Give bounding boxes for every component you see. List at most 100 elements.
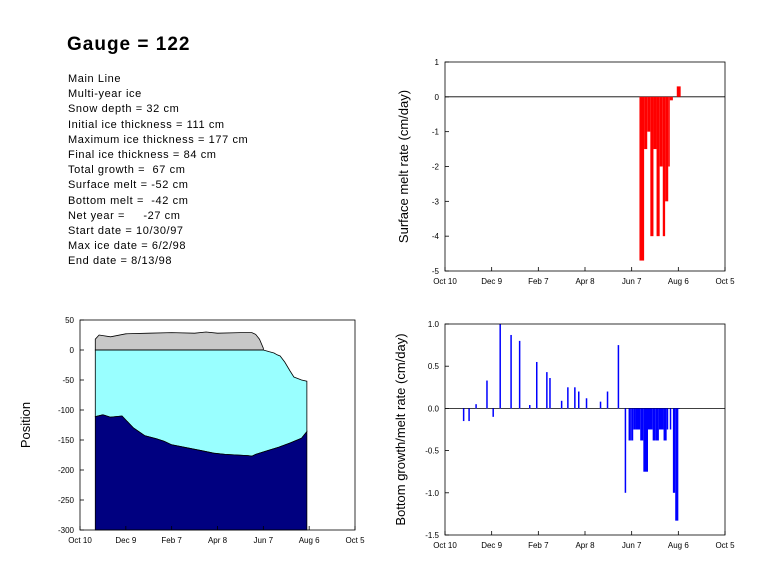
bar bbox=[560, 400, 563, 409]
bar bbox=[675, 408, 679, 521]
info-line: End date = 8/13/98 bbox=[68, 255, 173, 268]
bar bbox=[529, 405, 531, 409]
bar bbox=[663, 408, 667, 441]
y-tick-label: -1.0 bbox=[425, 489, 439, 498]
bar bbox=[630, 408, 632, 441]
bar bbox=[631, 408, 634, 441]
plot-frame bbox=[444, 323, 726, 536]
x-tick-label: Jun 7 bbox=[622, 277, 642, 286]
y-axis-label: Position bbox=[18, 402, 33, 448]
bar bbox=[652, 408, 656, 441]
y-tick-label: -150 bbox=[58, 436, 75, 445]
y-tick-label: -1.5 bbox=[425, 531, 439, 540]
bar bbox=[578, 391, 580, 409]
x-tick-label: Jun 7 bbox=[254, 536, 274, 545]
info-line: Maximum ice thickness = 177 cm bbox=[68, 133, 249, 146]
bar bbox=[665, 96, 669, 202]
bar bbox=[468, 408, 470, 422]
x-tick-label: Aug 6 bbox=[299, 536, 320, 545]
bar bbox=[546, 372, 548, 409]
bar bbox=[599, 401, 602, 409]
x-tick-label: Oct 10 bbox=[433, 541, 457, 550]
bar bbox=[633, 408, 636, 430]
ice-bottom-layer bbox=[94, 414, 308, 531]
bar bbox=[518, 340, 521, 409]
bar bbox=[536, 361, 538, 409]
info-line: Max ice date = 6/2/98 bbox=[68, 240, 187, 253]
x-tick-label: Aug 6 bbox=[668, 277, 689, 286]
x-tick-label: Dec 9 bbox=[481, 541, 502, 550]
y-tick-label: -50 bbox=[62, 376, 74, 385]
bar bbox=[662, 96, 666, 237]
x-tick-label: Dec 9 bbox=[481, 277, 502, 286]
bar bbox=[510, 334, 512, 409]
bar bbox=[574, 387, 576, 409]
x-tick-label: Oct 5 bbox=[715, 277, 735, 286]
y-tick-label: 0 bbox=[70, 346, 75, 355]
bar bbox=[643, 408, 648, 472]
bar bbox=[648, 408, 653, 430]
info-line: Total growth = 67 cm bbox=[68, 164, 186, 177]
bar bbox=[668, 96, 670, 167]
info-line: Snow depth = 32 cm bbox=[68, 103, 180, 116]
bar bbox=[486, 380, 488, 409]
bar bbox=[676, 86, 681, 97]
bar bbox=[606, 391, 609, 409]
plot-frame bbox=[444, 61, 726, 272]
y-tick-label: -3 bbox=[432, 197, 440, 206]
x-tick-label: Apr 8 bbox=[208, 536, 228, 545]
info-line: Surface melt = -52 cm bbox=[68, 179, 189, 192]
info-line: Final ice thickness = 84 cm bbox=[68, 149, 217, 162]
x-tick-label: Oct 10 bbox=[68, 536, 92, 545]
page-title: Gauge = 122 bbox=[67, 34, 191, 55]
x-tick-label: Feb 7 bbox=[528, 541, 549, 550]
x-tick-label: Aug 6 bbox=[668, 541, 689, 550]
info-line: Net year = -27 cm bbox=[68, 209, 181, 222]
y-tick-label: 50 bbox=[65, 316, 74, 325]
info-line: Main Line bbox=[68, 73, 122, 85]
y-tick-label: -0.5 bbox=[425, 447, 439, 456]
info-line: Multi-year ice bbox=[68, 88, 142, 101]
bar bbox=[567, 387, 569, 409]
x-tick-label: Oct 5 bbox=[715, 541, 735, 550]
info-line: Bottom melt = -42 cm bbox=[68, 194, 189, 207]
bar bbox=[666, 408, 669, 430]
x-tick-label: Feb 7 bbox=[161, 536, 182, 545]
bar bbox=[639, 96, 645, 261]
bar bbox=[475, 404, 477, 409]
x-tick-label: Dec 9 bbox=[115, 536, 136, 545]
bar bbox=[628, 408, 631, 441]
bar bbox=[635, 408, 641, 430]
bar bbox=[659, 96, 663, 167]
y-axis-label: Bottom growth/melt rate (cm/day) bbox=[393, 333, 408, 525]
y-tick-label: 0.0 bbox=[428, 404, 440, 413]
bar bbox=[617, 345, 620, 409]
y-tick-label: -5 bbox=[432, 267, 440, 276]
x-tick-label: Apr 8 bbox=[575, 277, 595, 286]
y-tick-label: 0 bbox=[435, 93, 440, 102]
chart-position bbox=[79, 319, 356, 531]
bar bbox=[499, 324, 501, 409]
y-tick-label: -2 bbox=[432, 163, 440, 172]
bar bbox=[585, 398, 588, 409]
y-tick-label: -1 bbox=[432, 128, 440, 137]
bar bbox=[650, 96, 654, 237]
y-tick-label: 1 bbox=[435, 58, 440, 67]
x-tick-label: Oct 5 bbox=[345, 536, 365, 545]
bar bbox=[672, 408, 676, 493]
info-line: Start date = 10/30/97 bbox=[68, 225, 184, 238]
chart-surface_melt bbox=[444, 61, 726, 272]
bar bbox=[647, 96, 651, 132]
bar bbox=[640, 408, 644, 441]
x-tick-label: Feb 7 bbox=[528, 277, 549, 286]
bar bbox=[655, 408, 659, 441]
y-tick-label: -4 bbox=[432, 232, 440, 241]
bar bbox=[624, 408, 627, 493]
y-tick-label: -300 bbox=[58, 526, 75, 535]
x-tick-label: Jun 7 bbox=[622, 541, 642, 550]
gauge-info-panel: Main Line Multi-year ice Snow depth = 32 c… bbox=[68, 72, 248, 270]
bar bbox=[678, 408, 680, 409]
y-tick-label: -250 bbox=[58, 496, 75, 505]
y-tick-label: 1.0 bbox=[428, 320, 440, 329]
